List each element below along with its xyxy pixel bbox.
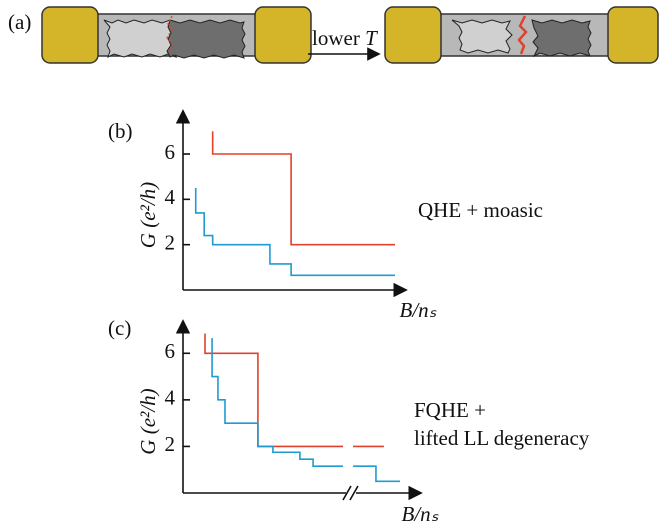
y-tick-label: 6 <box>165 339 176 363</box>
y-tick-label: 2 <box>165 432 176 456</box>
annotation: QHE + moasic <box>418 198 543 222</box>
y-tick-label: 4 <box>165 386 176 410</box>
y-tick-label: 4 <box>165 185 176 209</box>
x-axis-label: B/nₛ <box>400 298 437 322</box>
annotation: lifted LL degeneracy <box>414 426 590 450</box>
y-axis-label: G (e²/h) <box>136 388 160 454</box>
step-line <box>205 333 384 446</box>
arrow-label: lower T <box>312 26 378 50</box>
figure: (a) lower T 2 4 6 (b) G (e²/h) B/nₛ QHE + moas… <box>0 0 665 532</box>
step-line <box>213 131 395 244</box>
panel-label: (b) <box>108 119 133 143</box>
panel-label: (c) <box>108 316 131 340</box>
x-axis-label: B/nₛ <box>402 502 439 526</box>
device-before <box>42 7 311 63</box>
y-tick-label: 2 <box>165 230 176 254</box>
step-line <box>212 338 400 481</box>
device-after <box>385 7 658 63</box>
y-tick-label: 6 <box>165 140 176 164</box>
panel-label: (a) <box>8 10 31 34</box>
step-line <box>196 188 395 275</box>
arrow-symbol: T <box>365 26 378 50</box>
y-axis-label: G (e²/h) <box>136 182 160 248</box>
annotation: FQHE + <box>414 398 486 422</box>
page: (a) lower T 2 4 6 (b) G (e²/h) B/nₛ QHE + moas… <box>0 0 665 532</box>
arrow-text: lower <box>312 26 360 50</box>
